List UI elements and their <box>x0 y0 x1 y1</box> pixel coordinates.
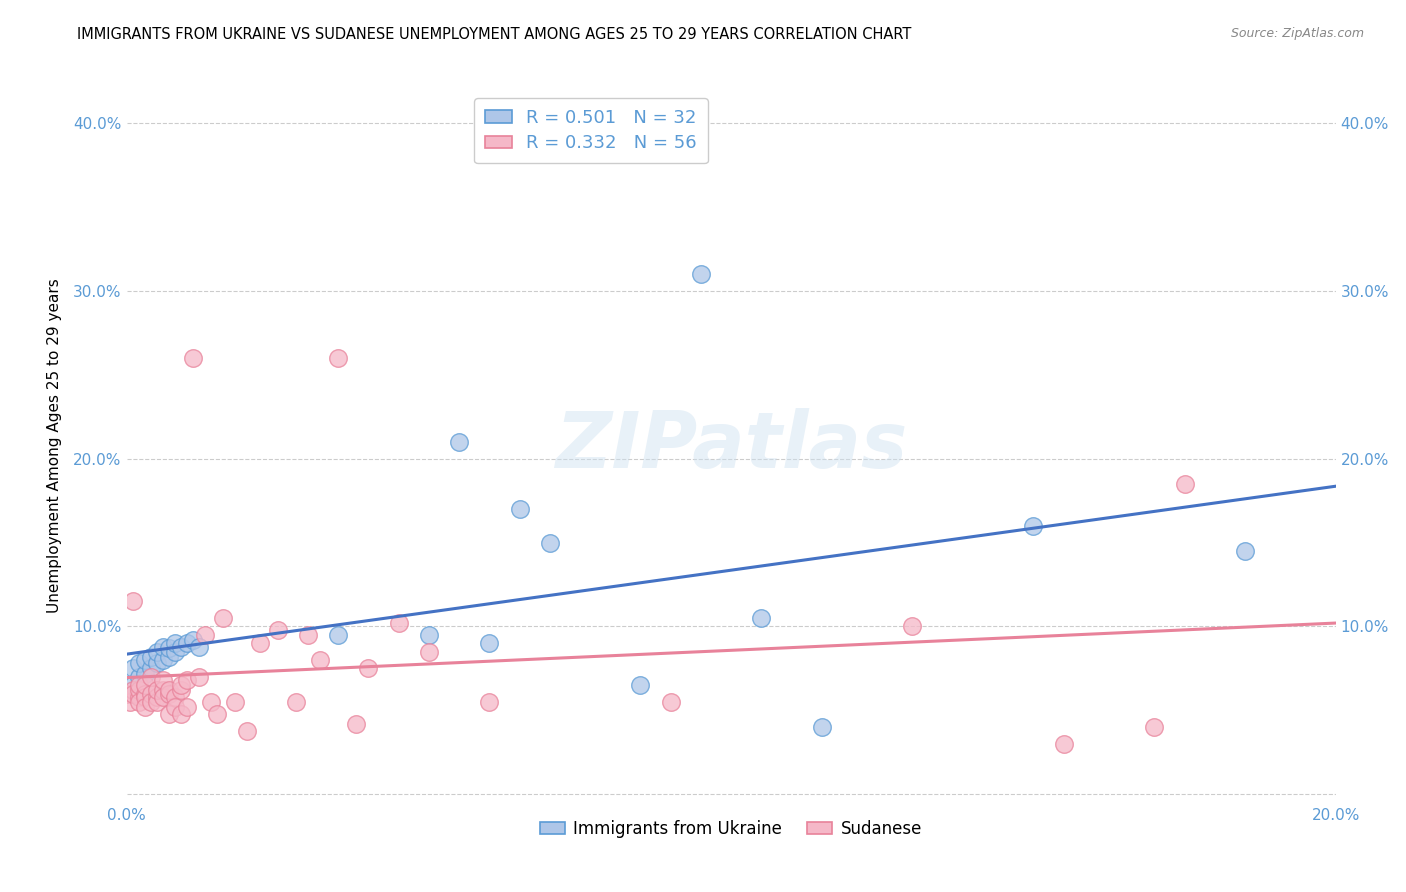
Point <box>128 678 150 692</box>
Point <box>630 678 652 692</box>
Point <box>128 657 150 671</box>
Point <box>751 611 773 625</box>
Point <box>309 653 332 667</box>
Point <box>538 535 561 549</box>
Point <box>418 628 440 642</box>
Point <box>478 695 501 709</box>
Point <box>128 690 150 704</box>
Point <box>297 628 319 642</box>
Point <box>447 434 470 449</box>
Point <box>267 623 290 637</box>
Point <box>139 695 162 709</box>
Point <box>1173 476 1195 491</box>
Point <box>388 616 411 631</box>
Point <box>146 683 169 698</box>
Point <box>163 700 186 714</box>
Point <box>134 687 156 701</box>
Point <box>509 502 531 516</box>
Point <box>181 632 204 647</box>
Point <box>1053 737 1076 751</box>
Point <box>194 628 217 642</box>
Point <box>170 678 193 692</box>
Point <box>181 351 204 365</box>
Point <box>212 611 235 625</box>
Point <box>152 640 174 654</box>
Point <box>121 661 143 675</box>
Point <box>176 636 198 650</box>
Point <box>146 695 169 709</box>
Point <box>117 687 139 701</box>
Point <box>188 670 211 684</box>
Legend: Immigrants from Ukraine, Sudanese: Immigrants from Ukraine, Sudanese <box>533 814 929 845</box>
Point <box>188 640 211 654</box>
Point <box>163 636 186 650</box>
Point <box>134 653 156 667</box>
Text: ZIPatlas: ZIPatlas <box>555 408 907 484</box>
Point <box>139 670 162 684</box>
Point <box>146 645 169 659</box>
Point <box>152 653 174 667</box>
Point <box>157 706 180 721</box>
Point <box>163 645 186 659</box>
Point <box>200 695 222 709</box>
Point <box>121 683 143 698</box>
Point <box>157 687 180 701</box>
Point <box>163 690 186 704</box>
Point <box>157 649 180 664</box>
Point <box>689 267 711 281</box>
Point <box>284 695 307 709</box>
Point <box>176 673 198 688</box>
Point <box>134 690 156 704</box>
Point <box>152 673 174 688</box>
Point <box>134 700 156 714</box>
Point <box>128 695 150 709</box>
Point <box>176 700 198 714</box>
Y-axis label: Unemployment Among Ages 25 to 29 years: Unemployment Among Ages 25 to 29 years <box>46 278 62 614</box>
Point <box>128 670 150 684</box>
Point <box>1234 544 1257 558</box>
Point <box>146 690 169 704</box>
Point <box>170 640 193 654</box>
Text: IMMIGRANTS FROM UKRAINE VS SUDANESE UNEMPLOYMENT AMONG AGES 25 TO 29 YEARS CORRE: IMMIGRANTS FROM UKRAINE VS SUDANESE UNEM… <box>77 27 911 42</box>
Point <box>1022 518 1045 533</box>
Point <box>146 657 169 671</box>
Point <box>170 683 193 698</box>
Point <box>134 678 156 692</box>
Point <box>121 687 143 701</box>
Point <box>118 695 141 709</box>
Point <box>659 695 682 709</box>
Point <box>205 706 228 721</box>
Point <box>152 683 174 698</box>
Point <box>249 636 271 650</box>
Point <box>128 683 150 698</box>
Text: Source: ZipAtlas.com: Source: ZipAtlas.com <box>1230 27 1364 40</box>
Point <box>1143 720 1166 734</box>
Point <box>152 690 174 704</box>
Point <box>326 351 350 365</box>
Point <box>134 666 156 681</box>
Point <box>121 594 143 608</box>
Point <box>236 723 259 738</box>
Point <box>810 720 832 734</box>
Point <box>139 661 162 675</box>
Point <box>357 661 380 675</box>
Point <box>139 649 162 664</box>
Point <box>418 645 440 659</box>
Point <box>901 619 924 633</box>
Point <box>121 678 143 692</box>
Point <box>326 628 350 642</box>
Point <box>157 683 180 698</box>
Point <box>478 636 501 650</box>
Point <box>139 687 162 701</box>
Point <box>170 706 193 721</box>
Point <box>157 641 180 656</box>
Point <box>344 717 367 731</box>
Point <box>224 695 246 709</box>
